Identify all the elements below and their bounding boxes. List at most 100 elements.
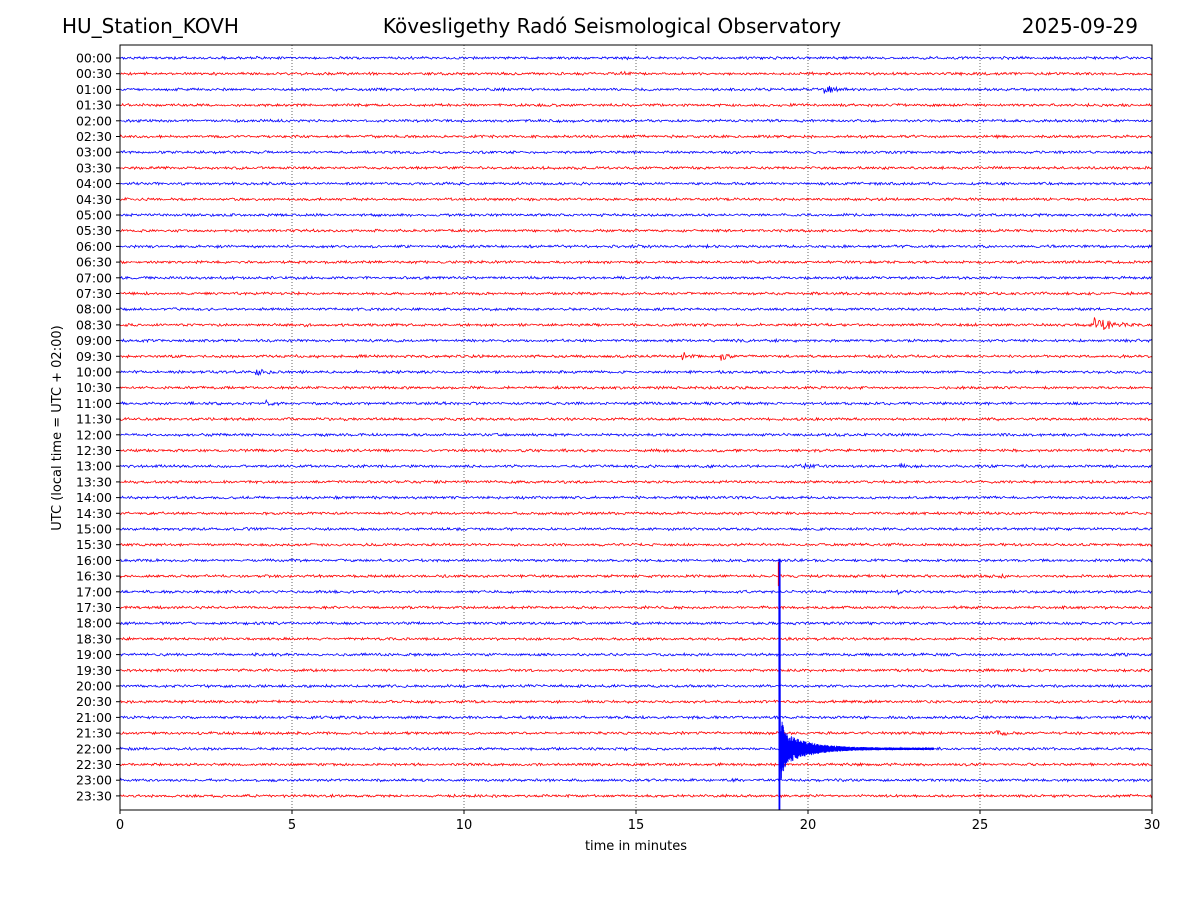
trace-row bbox=[120, 399, 1152, 407]
y-tick-label: 14:00 bbox=[76, 490, 112, 505]
trace-row bbox=[120, 746, 1152, 752]
y-tick-label: 14:30 bbox=[76, 506, 112, 521]
station-name: HU_Station_KOVH bbox=[62, 14, 239, 38]
y-tick-label: 07:00 bbox=[76, 270, 112, 285]
y-tick-label: 18:00 bbox=[76, 616, 112, 631]
x-tick-label: 0 bbox=[116, 818, 124, 833]
y-tick-label: 19:30 bbox=[76, 663, 112, 678]
y-tick-label: 21:30 bbox=[76, 726, 112, 741]
trace-row bbox=[120, 149, 1152, 155]
y-tick-label: 22:30 bbox=[76, 757, 112, 772]
trace-row bbox=[120, 337, 1152, 344]
y-tick-label: 04:30 bbox=[76, 192, 112, 207]
seismogram-traces bbox=[120, 55, 1152, 810]
y-tick-label: 08:00 bbox=[76, 302, 112, 317]
y-tick-label: 15:30 bbox=[76, 537, 112, 552]
trace-row bbox=[120, 714, 1152, 721]
y-tick-label: 02:30 bbox=[76, 129, 112, 144]
y-tick-label: 16:30 bbox=[76, 569, 112, 584]
y-tick-label: 06:30 bbox=[76, 255, 112, 270]
y-tick-label: 13:30 bbox=[76, 474, 112, 489]
y-tick-label: 22:00 bbox=[76, 741, 112, 756]
trace-row bbox=[120, 557, 1152, 563]
trace-row bbox=[120, 306, 1152, 312]
trace-row bbox=[120, 589, 1152, 596]
y-tick-label: 06:00 bbox=[76, 239, 112, 254]
y-tick-label: 20:00 bbox=[76, 679, 112, 694]
y-tick-label: 10:00 bbox=[76, 365, 112, 380]
y-tick-label: 03:00 bbox=[76, 145, 112, 160]
trace-row bbox=[120, 259, 1152, 265]
y-tick-label: 23:30 bbox=[76, 788, 112, 803]
y-tick-label: 15:00 bbox=[76, 522, 112, 537]
trace-row bbox=[120, 70, 1152, 77]
y-tick-label: 00:00 bbox=[76, 51, 112, 66]
y-tick-label: 11:00 bbox=[76, 396, 112, 411]
trace-row bbox=[120, 572, 1152, 579]
trace-row bbox=[120, 699, 1152, 705]
trace-row bbox=[120, 667, 1152, 673]
x-tick-label: 30 bbox=[1144, 818, 1161, 833]
trace-row bbox=[120, 761, 1152, 768]
trace-row bbox=[120, 542, 1152, 548]
y-tick-label: 10:30 bbox=[76, 380, 112, 395]
earthquake-waveform bbox=[778, 558, 935, 810]
y-tick-label: 05:30 bbox=[76, 223, 112, 238]
observatory-title: Kövesligethy Radó Seismological Observat… bbox=[382, 14, 842, 38]
y-tick-label: 05:00 bbox=[76, 208, 112, 223]
y-tick-label: 07:30 bbox=[76, 286, 112, 301]
trace-row bbox=[120, 243, 1152, 250]
y-tick-label: 13:00 bbox=[76, 459, 112, 474]
trace-row bbox=[120, 181, 1152, 187]
trace-row bbox=[120, 85, 1152, 94]
trace-row bbox=[120, 651, 1152, 658]
trace-row bbox=[120, 317, 1152, 330]
y-axis-ticks: 00:0000:3001:0001:3002:0002:3003:0003:30… bbox=[76, 51, 120, 803]
trace-row bbox=[120, 102, 1152, 108]
x-tick-label: 10 bbox=[456, 818, 473, 833]
trace-row bbox=[120, 620, 1152, 626]
y-tick-label: 01:30 bbox=[76, 98, 112, 113]
trace-row bbox=[120, 777, 1152, 783]
y-axis-label: UTC (local time = UTC + 02:00) bbox=[50, 325, 65, 530]
y-tick-label: 23:00 bbox=[76, 773, 112, 788]
grid-lines bbox=[291, 45, 981, 810]
trace-row bbox=[120, 384, 1152, 391]
date-label: 2025-09-29 bbox=[1021, 14, 1138, 38]
trace-row bbox=[120, 604, 1152, 611]
trace-row bbox=[120, 526, 1152, 532]
y-tick-label: 17:00 bbox=[76, 584, 112, 599]
trace-row bbox=[120, 447, 1152, 454]
y-tick-label: 18:30 bbox=[76, 631, 112, 646]
trace-row bbox=[120, 416, 1152, 422]
trace-row bbox=[120, 352, 1152, 361]
y-tick-label: 12:30 bbox=[76, 443, 112, 458]
trace-row bbox=[120, 462, 1152, 470]
trace-row bbox=[120, 793, 1152, 799]
trace-row bbox=[120, 368, 1152, 376]
y-tick-label: 01:00 bbox=[76, 82, 112, 97]
x-tick-label: 20 bbox=[800, 818, 817, 833]
trace-row bbox=[120, 196, 1152, 202]
y-tick-label: 11:30 bbox=[76, 412, 112, 427]
trace-row bbox=[120, 228, 1152, 234]
y-tick-label: 16:00 bbox=[76, 553, 112, 568]
trace-row bbox=[120, 432, 1152, 438]
y-tick-label: 20:30 bbox=[76, 694, 112, 709]
y-tick-label: 03:30 bbox=[76, 160, 112, 175]
x-axis-ticks: 0 5 10 15 20 25 30 bbox=[116, 810, 1160, 833]
trace-row bbox=[120, 55, 1152, 61]
trace-row bbox=[120, 510, 1152, 516]
trace-row bbox=[120, 165, 1152, 171]
trace-row bbox=[120, 275, 1152, 281]
trace-row bbox=[120, 290, 1152, 297]
trace-row bbox=[120, 683, 1152, 689]
y-tick-label: 21:00 bbox=[76, 710, 112, 725]
trace-row bbox=[120, 212, 1152, 218]
y-tick-label: 02:00 bbox=[76, 113, 112, 128]
trace-row bbox=[120, 133, 1152, 140]
y-tick-label: 09:00 bbox=[76, 333, 112, 348]
y-tick-label: 19:00 bbox=[76, 647, 112, 662]
trace-row bbox=[120, 118, 1152, 124]
